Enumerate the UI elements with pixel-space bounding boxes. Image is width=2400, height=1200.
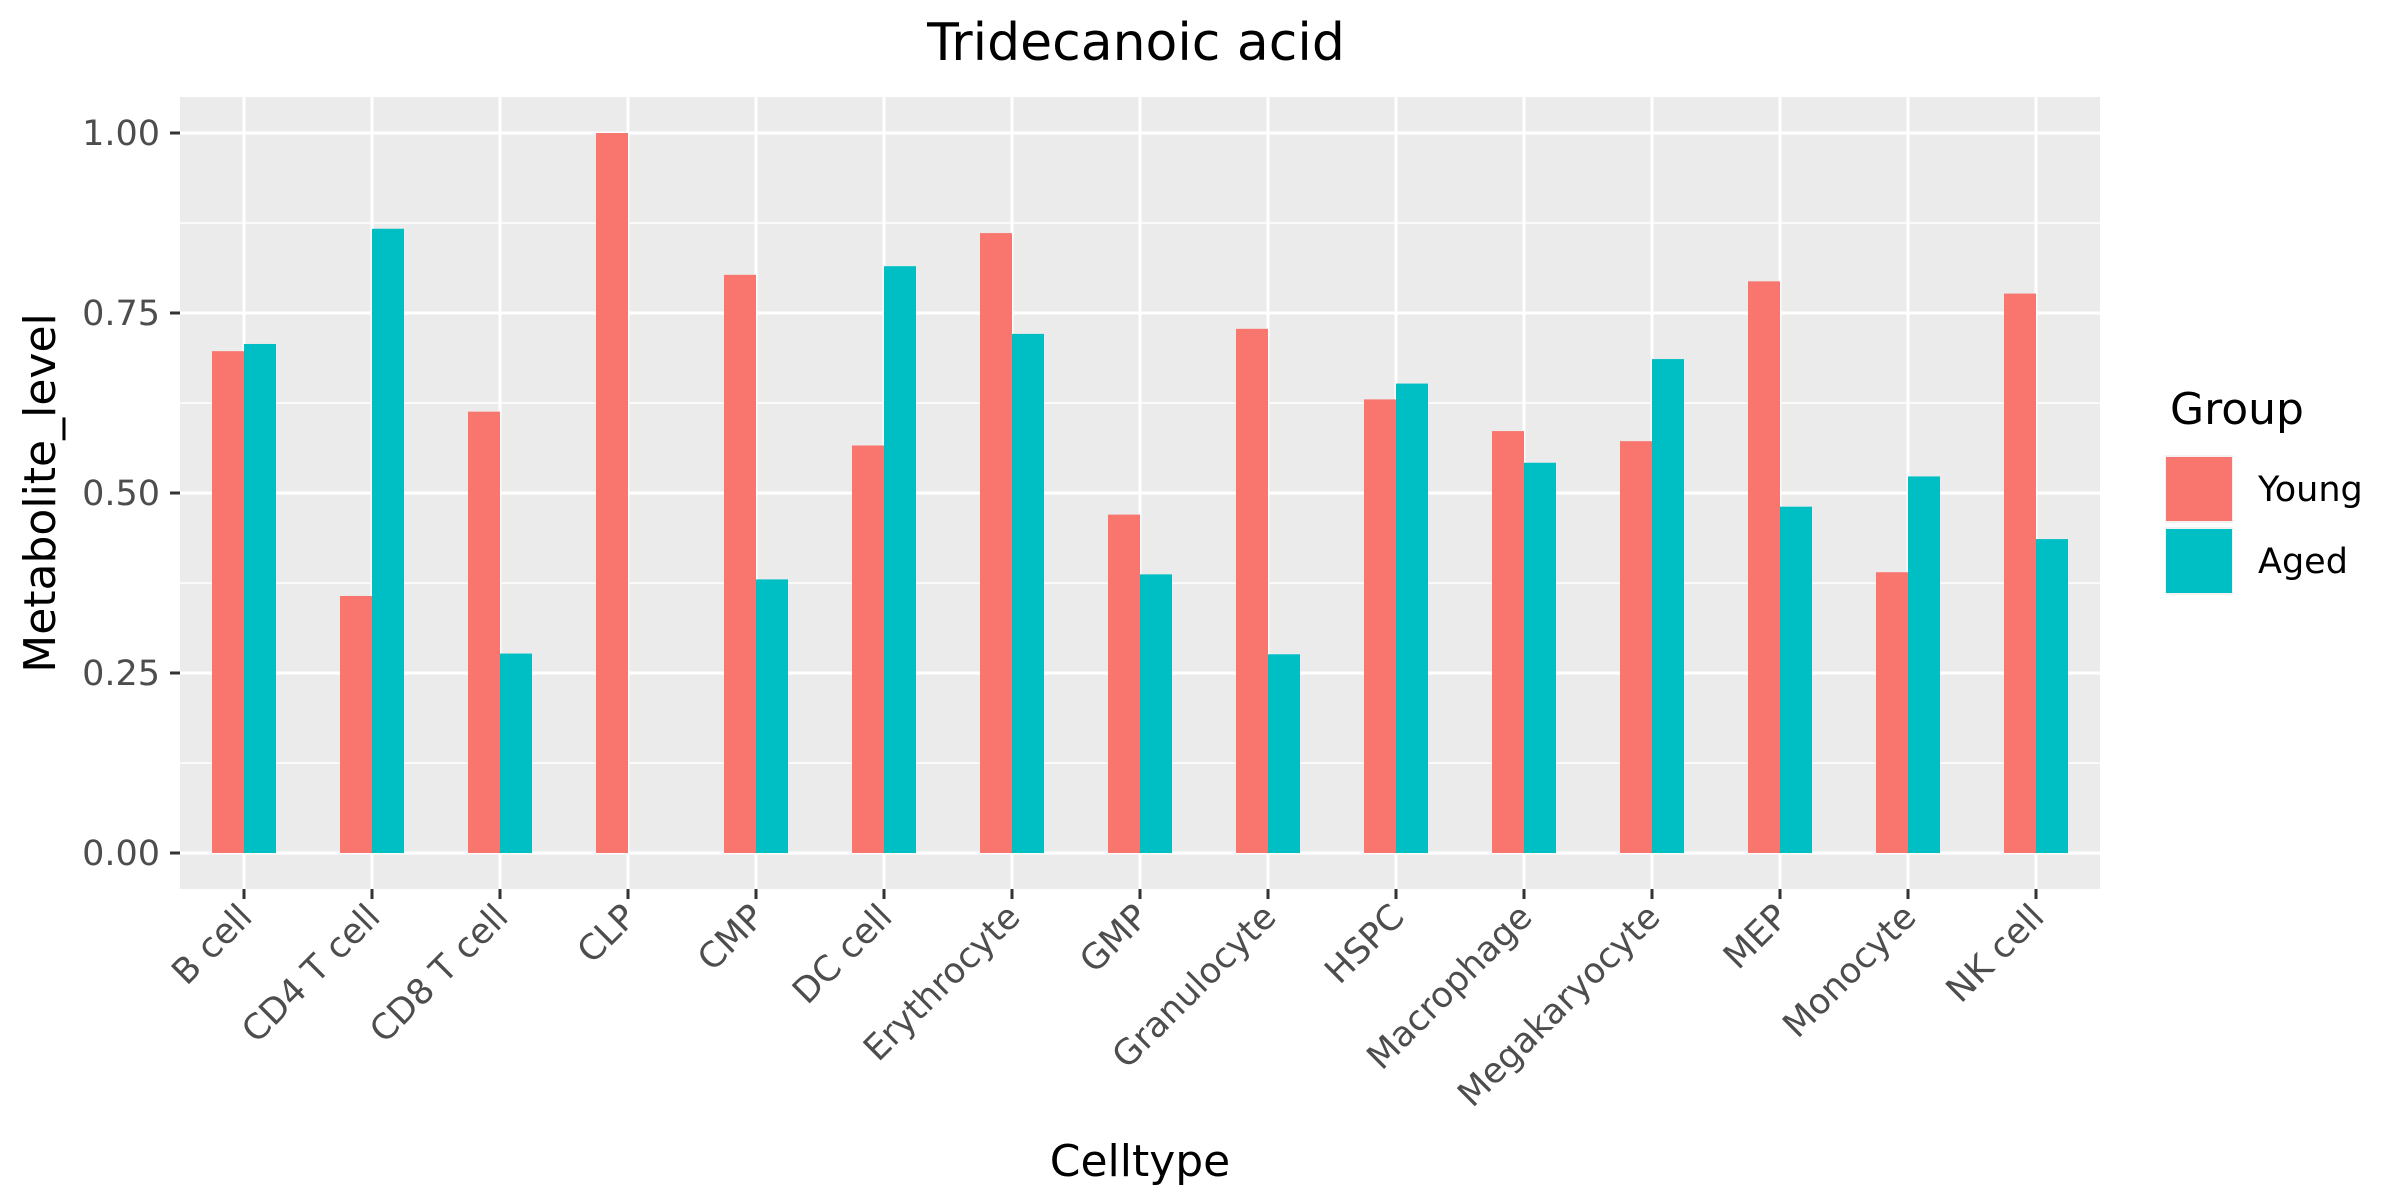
bar-young (852, 445, 884, 853)
bar-aged (1140, 574, 1172, 853)
y-tick-label: 0.75 (82, 294, 160, 334)
y-axis: 0.00 0.25 0.50 0.75 1.00 (82, 114, 180, 874)
bar-aged (372, 228, 404, 853)
bar-young (2004, 293, 2036, 853)
legend-title: Group (2170, 384, 2304, 435)
bar-young (980, 233, 1012, 853)
x-tick-label: HSPC (1318, 897, 1413, 992)
bar-young (468, 411, 500, 853)
bar-young (1364, 399, 1396, 853)
bar-aged (500, 653, 532, 853)
x-tick-label: B cell (165, 897, 261, 993)
bar-young (1108, 514, 1140, 853)
x-tick-label: CD4 T cell (235, 897, 389, 1051)
x-tick-label: MEP (1716, 897, 1796, 977)
bar-aged (1268, 654, 1300, 853)
legend: Group Young Aged (2165, 384, 2363, 595)
x-axis-title: Celltype (1050, 1136, 1231, 1187)
x-tick-label: GMP (1073, 897, 1157, 981)
bar-young (1748, 281, 1780, 853)
bars (212, 133, 2068, 854)
x-tick-label: NK cell (1939, 897, 2052, 1010)
legend-label-aged: Aged (2258, 542, 2348, 582)
legend-label-young: Young (2257, 470, 2363, 510)
legend-swatch-young (2166, 457, 2232, 521)
legend-swatch-aged (2166, 529, 2232, 593)
bar-aged (756, 579, 788, 853)
chart-title: Tridecanoic acid (926, 13, 1345, 73)
bar-aged (1652, 359, 1684, 853)
y-tick-label: 1.00 (82, 114, 160, 154)
bar-young (596, 133, 628, 853)
y-axis-title: Metabolite_level (15, 313, 66, 673)
x-tick-label: CD8 T cell (363, 897, 517, 1051)
y-tick-label: 0.25 (82, 654, 160, 694)
x-tick-label: CMP (691, 897, 773, 979)
bar-aged (1524, 462, 1556, 853)
legend-items: Young Aged (2165, 455, 2363, 595)
bar-aged (1396, 383, 1428, 853)
x-tick-label: CLP (570, 897, 644, 971)
bar-young (1620, 441, 1652, 853)
x-tick-label: Monocyte (1776, 897, 1925, 1046)
bar-aged (1908, 476, 1940, 853)
bar-aged (1780, 506, 1812, 853)
bar-aged (1012, 333, 1044, 853)
y-tick-label: 0.00 (82, 834, 160, 874)
bar-young (1236, 328, 1268, 854)
bar-young (724, 274, 756, 854)
bar-young (340, 595, 372, 853)
y-tick-label: 0.50 (82, 474, 160, 514)
bar-young (1492, 431, 1524, 853)
x-tick-label: DC cell (785, 897, 900, 1012)
bar-young (212, 351, 244, 853)
bar-young (1876, 572, 1908, 853)
bar-aged (2036, 539, 2068, 853)
bar-aged (884, 266, 916, 853)
bar-aged (244, 343, 276, 853)
